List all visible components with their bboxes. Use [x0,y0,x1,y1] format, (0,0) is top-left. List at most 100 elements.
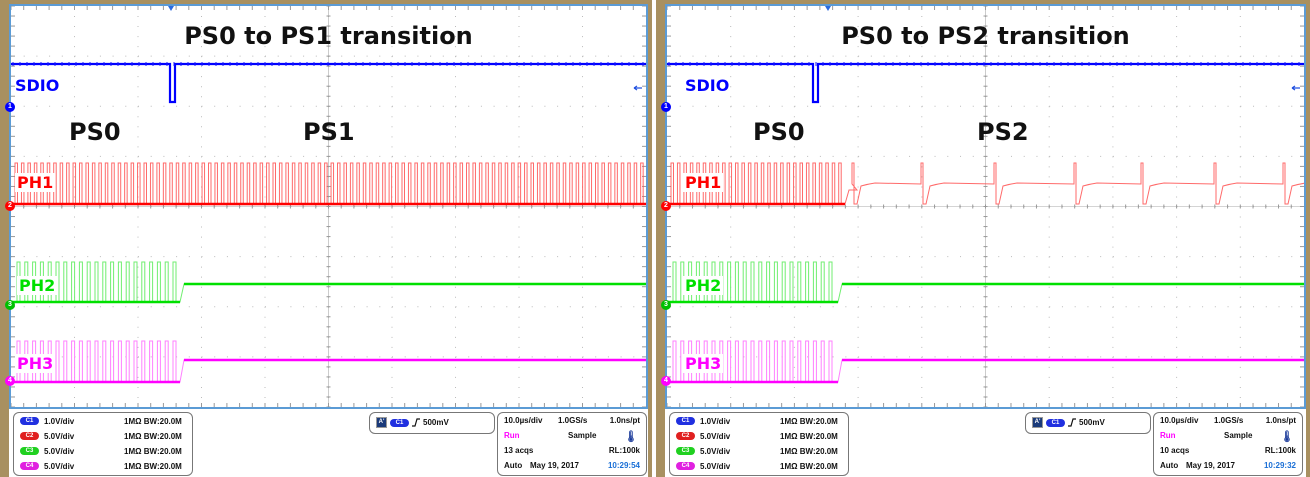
channel-row-c3[interactable]: C3 5.0V/div 1MΩ BW:20.0M [676,445,838,457]
channel-bandwidth: BW:20.0M [799,461,838,471]
channel-label-ph3: PH3 [15,354,56,373]
waveform-display: PS0 to PS2 transition PS0 PS2 SDIO PH1 P… [661,4,1306,409]
trigger-mode: Auto [1160,461,1179,470]
channel-pill-c3[interactable]: C3 [20,447,39,455]
channel-label-ph2: PH2 [683,276,724,295]
channel-row-c1[interactable]: C1 1.0V/div 1MΩ BW:20.0M [20,415,182,427]
channel-scale: 5.0V/div [700,461,731,471]
scope-panel-ps2: PS0 to PS2 transition PS0 PS2 SDIO PH1 P… [656,0,1310,477]
channel-pill-c2[interactable]: C2 [676,432,695,440]
channel-impedance: 1MΩ [780,446,798,456]
resolution: 1.0ns/pt [1265,416,1296,425]
trigger-settings-box[interactable]: A' C1 500mV [1025,412,1151,434]
thermometer-icon: 🌡 [624,431,638,443]
trigger-level: 500mV [423,418,449,427]
trigger-mode: Auto [504,461,523,470]
time: 10:29:54 [607,461,640,470]
channel-bandwidth: BW:20.0M [143,416,182,426]
channel-impedance: 1MΩ [780,461,798,471]
sample-rate: 1.0GS/s [1214,416,1244,425]
channel-2-marker[interactable]: 2 [5,201,15,211]
channel-3-marker[interactable]: 3 [661,300,671,310]
channel-4-marker[interactable]: 4 [5,376,15,386]
channel-label-ph1: PH1 [15,173,56,192]
channel-4-marker[interactable]: 4 [661,376,671,386]
panel-title: PS0 to PS1 transition [184,22,473,50]
channel-pill-c4[interactable]: C4 [20,462,39,470]
channel-bandwidth: BW:20.0M [799,446,838,456]
panel-gap [652,0,656,477]
channel-scale: 5.0V/div [44,461,75,471]
date: May 19, 2017 [530,461,579,470]
sample-rate: 1.0GS/s [558,416,588,425]
channel-settings-box: C1 1.0V/div 1MΩ BW:20.0M C2 5.0V/div 1MΩ BW:… [669,412,849,476]
scope-panel-ps1: PS0 to PS1 transition PS0 PS1 SDIO PH1 P… [0,0,652,477]
waveform-display: PS0 to PS1 transition PS0 PS1 SDIO PH1 P… [5,4,648,409]
trigger-settings-box[interactable]: A' C1 500mV [369,412,495,434]
channel-scale: 1.0V/div [700,416,731,426]
trigger-badge: A' [1032,417,1043,428]
channel-row-c4[interactable]: C4 5.0V/div 1MΩ BW:20.0M [676,460,838,472]
rising-edge-icon [412,418,420,427]
channel-impedance: 1MΩ [124,461,142,471]
channel-row-c4[interactable]: C4 5.0V/div 1MΩ BW:20.0M [20,460,182,472]
channel-1-marker[interactable]: 1 [5,102,15,112]
channel-impedance: 1MΩ [124,431,142,441]
waveform-plot [667,6,1304,407]
channel-bandwidth: BW:20.0M [799,416,838,426]
channel-row-c1[interactable]: C1 1.0V/div 1MΩ BW:20.0M [676,415,838,427]
record-length: RL:100k [1264,446,1296,455]
channel-impedance: 1MΩ [780,416,798,426]
channel-pill-c1[interactable]: C1 [20,417,39,425]
thermometer-icon: 🌡 [1280,431,1294,443]
channel-pill-c2[interactable]: C2 [20,432,39,440]
time-scale: 10.0µs/div [504,416,543,425]
channel-label-ph1: PH1 [683,173,724,192]
status-bar: C1 1.0V/div 1MΩ BW:20.0M C2 5.0V/div 1MΩ BW:… [9,409,648,477]
timebase-box[interactable]: 10.0µs/div 1.0GS/s 1.0ns/pt Run Sample 🌡 10 … [1153,412,1303,476]
channel-label-ph3: PH3 [683,354,724,373]
resolution: 1.0ns/pt [609,416,640,425]
waveform-plot [11,6,646,407]
acquisition-count: 10 acqs [1160,446,1190,455]
channel-impedance: 1MΩ [124,416,142,426]
channel-label-sdio: SDIO [685,76,730,95]
channel-row-c2[interactable]: C2 5.0V/div 1MΩ BW:20.0M [676,430,838,442]
channel-scale: 5.0V/div [44,431,75,441]
channel-scale: 5.0V/div [44,446,75,456]
channel-label-ph2: PH2 [17,276,58,295]
channel-row-c2[interactable]: C2 5.0V/div 1MΩ BW:20.0M [20,430,182,442]
run-status: Run [1160,431,1176,440]
channel-scale: 1.0V/div [44,416,75,426]
channel-bandwidth: BW:20.0M [143,446,182,456]
run-status: Run [504,431,520,440]
channel-pill-c4[interactable]: C4 [676,462,695,470]
channel-bandwidth: BW:20.0M [143,461,182,471]
trigger-source-pill: C1 [390,418,409,427]
channel-2-marker[interactable]: 2 [661,201,671,211]
channel-pill-c1[interactable]: C1 [676,417,695,425]
rising-edge-icon [1068,418,1076,427]
timebase-box[interactable]: 10.0µs/div 1.0GS/s 1.0ns/pt Run Sample 🌡 13 … [497,412,647,476]
state-before-label: PS0 [69,118,121,146]
state-before-label: PS0 [753,118,805,146]
state-after-label: PS2 [977,118,1029,146]
record-length: RL:100k [608,446,640,455]
channel-scale: 5.0V/div [700,446,731,456]
channel-impedance: 1MΩ [124,446,142,456]
acquisition-count: 13 acqs [504,446,534,455]
trigger-badge: A' [376,417,387,428]
channel-bandwidth: BW:20.0M [143,431,182,441]
channel-row-c3[interactable]: C3 5.0V/div 1MΩ BW:20.0M [20,445,182,457]
trigger-source-pill: C1 [1046,418,1065,427]
date: May 19, 2017 [1186,461,1235,470]
channel-pill-c3[interactable]: C3 [676,447,695,455]
state-after-label: PS1 [303,118,355,146]
channel-bandwidth: BW:20.0M [799,431,838,441]
acquisition-type: Sample [1224,431,1253,440]
channel-1-marker[interactable]: 1 [661,102,671,112]
channel-label-sdio: SDIO [15,76,60,95]
trigger-level: 500mV [1079,418,1105,427]
status-bar: C1 1.0V/div 1MΩ BW:20.0M C2 5.0V/div 1MΩ BW:… [665,409,1306,477]
channel-3-marker[interactable]: 3 [5,300,15,310]
